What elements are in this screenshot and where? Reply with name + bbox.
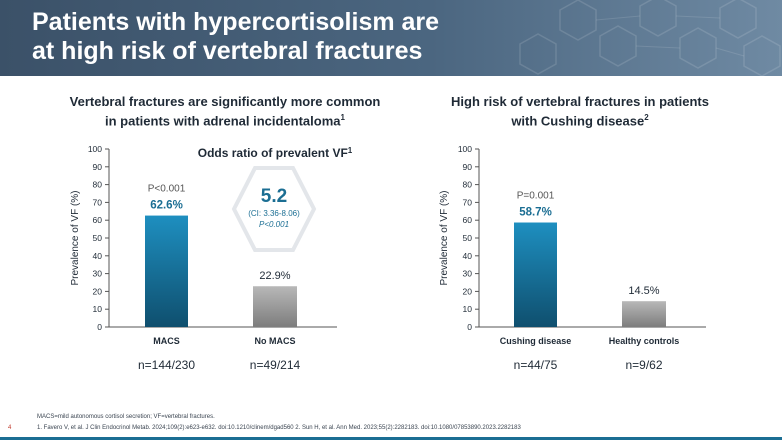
bar-chart-2: 0 10 20 30 40 50 60 70 80 90 100 Prevalence of VF (…: [439, 144, 706, 372]
bar-cushing-disease: [514, 222, 557, 327]
n-label: n=144/230: [138, 358, 195, 372]
odds-ratio-value: 5.2: [261, 186, 287, 207]
slide-title: Patients with hypercortisolism are at hi…: [32, 8, 592, 66]
bar-macs: [145, 215, 188, 327]
footnote-abbreviations: MACS=mild autonomous cortisol secretion;…: [37, 414, 215, 420]
title-line-1: Patients with hypercortisolism are: [32, 8, 440, 36]
y-axis-label: Prevalence of VF (%): [439, 190, 450, 285]
x-category-label: No MACS: [255, 336, 296, 346]
p-value-label: P<0.001: [148, 184, 186, 195]
left-subtitle-ref: 1: [340, 113, 345, 122]
y-tick-label: 70: [93, 197, 103, 207]
y-tick-label: 80: [93, 180, 103, 190]
y-tick-label: 10: [93, 304, 103, 314]
y-tick-label: 0: [467, 322, 472, 332]
y-tick-label: 30: [463, 269, 473, 279]
odds-ratio-hexagon: [231, 166, 317, 252]
y-tick-label: 20: [93, 286, 103, 296]
left-subtitle: Vertebral fractures are significantly mo…: [40, 94, 410, 129]
odds-ratio-p: P<0.001: [259, 220, 289, 229]
y-tick-label: 50: [93, 233, 103, 243]
y-tick-label: 40: [93, 251, 103, 261]
title-banner: Patients with hypercortisolism are at hi…: [0, 0, 782, 76]
y-tick-label: 30: [93, 269, 103, 279]
bar-chart-1: 0 10 20 30 40 50 60 70 80 90 100 Prevalence of VF (…: [70, 144, 337, 372]
n-label: n=9/62: [625, 358, 662, 372]
y-tick-label: 90: [463, 162, 473, 172]
hexagon-pattern-decoration: [519, 0, 781, 76]
right-subtitle-ref: 2: [644, 113, 649, 122]
odds-ratio-title: Odds ratio of prevalent VF1: [198, 146, 353, 160]
y-tick-label: 50: [463, 233, 473, 243]
left-subtitle-line-2: in patients with adrenal incidentaloma: [105, 113, 341, 129]
y-tick-label: 70: [463, 197, 473, 207]
y-tick-label: 60: [93, 215, 103, 225]
y-tick-label: 40: [463, 251, 473, 261]
n-label: n=44/75: [514, 358, 558, 372]
y-tick-label: 100: [458, 144, 472, 154]
y-tick-label: 0: [97, 322, 102, 332]
footnote-references: 1. Favero V, et al. J Clin Endocrinol Me…: [37, 425, 521, 431]
bar-healthy-controls: [622, 301, 666, 327]
right-subtitle-line-2: with Cushing disease: [511, 113, 645, 129]
page-number: 4: [8, 425, 12, 431]
y-tick-label: 60: [463, 215, 473, 225]
bar-value-label: 58.7%: [519, 207, 552, 219]
odds-ratio-ci: (CI: 3.36-8.06): [248, 209, 300, 218]
title-line-2: at high risk of vertebral fractures: [32, 37, 423, 65]
x-category-label: MACS: [153, 336, 180, 346]
y-tick-label: 100: [88, 144, 102, 154]
x-category-label: Cushing disease: [500, 336, 572, 346]
bar-value-label: 14.5%: [628, 285, 659, 297]
y-tick-label: 90: [93, 162, 103, 172]
y-tick-label: 80: [463, 180, 473, 190]
left-subtitle-line-1: Vertebral fractures are significantly mo…: [69, 94, 381, 109]
right-subtitle-line-1: High risk of vertebral fractures in pati…: [451, 94, 709, 109]
bottom-accent-line: [0, 437, 782, 440]
right-subtitle: High risk of vertebral fractures in pati…: [430, 94, 730, 129]
bar-value-label: 62.6%: [150, 200, 183, 212]
y-tick-label: 10: [463, 304, 473, 314]
n-label: n=49/214: [250, 358, 301, 372]
p-value-label: P=0.001: [517, 191, 555, 202]
y-tick-label: 20: [463, 286, 473, 296]
bar-value-label: 22.9%: [259, 270, 290, 282]
x-category-label: Healthy controls: [609, 336, 680, 346]
y-axis-label: Prevalence of VF (%): [70, 190, 81, 285]
bar-no-macs: [253, 286, 297, 327]
